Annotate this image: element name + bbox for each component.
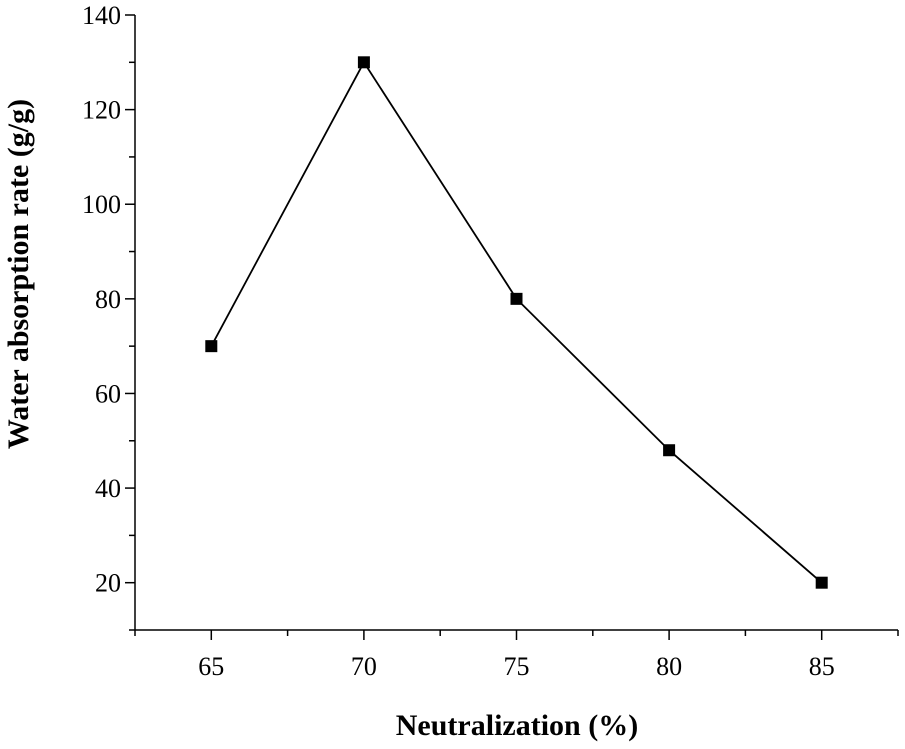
data-point <box>663 444 676 457</box>
y-tick-label: 140 <box>82 1 121 30</box>
data-point <box>205 340 218 353</box>
y-tick-label: 100 <box>82 190 121 219</box>
data-point <box>357 56 370 69</box>
data-point <box>510 292 523 305</box>
x-tick-label: 75 <box>504 652 530 681</box>
x-tick-label: 70 <box>351 652 377 681</box>
series-line <box>210 60 823 584</box>
x-tick-label: 80 <box>656 652 682 681</box>
y-tick-label: 120 <box>82 96 121 125</box>
x-axis-title: Neutralization (%) <box>396 709 638 742</box>
y-tick-label: 20 <box>95 569 121 598</box>
y-axis-title: Water absorption rate (g/g) <box>2 99 35 449</box>
y-tick-label: 80 <box>95 285 121 314</box>
ticks: 65 70 75 80 85 20 40 60 80 100 120 140 <box>82 1 899 681</box>
x-tick-label: 85 <box>809 652 835 681</box>
data-point <box>815 576 828 589</box>
x-tick-label: 65 <box>198 652 224 681</box>
series <box>205 56 828 589</box>
axes <box>134 15 898 631</box>
y-tick-label: 60 <box>95 379 121 408</box>
y-tick-label: 40 <box>95 474 121 503</box>
